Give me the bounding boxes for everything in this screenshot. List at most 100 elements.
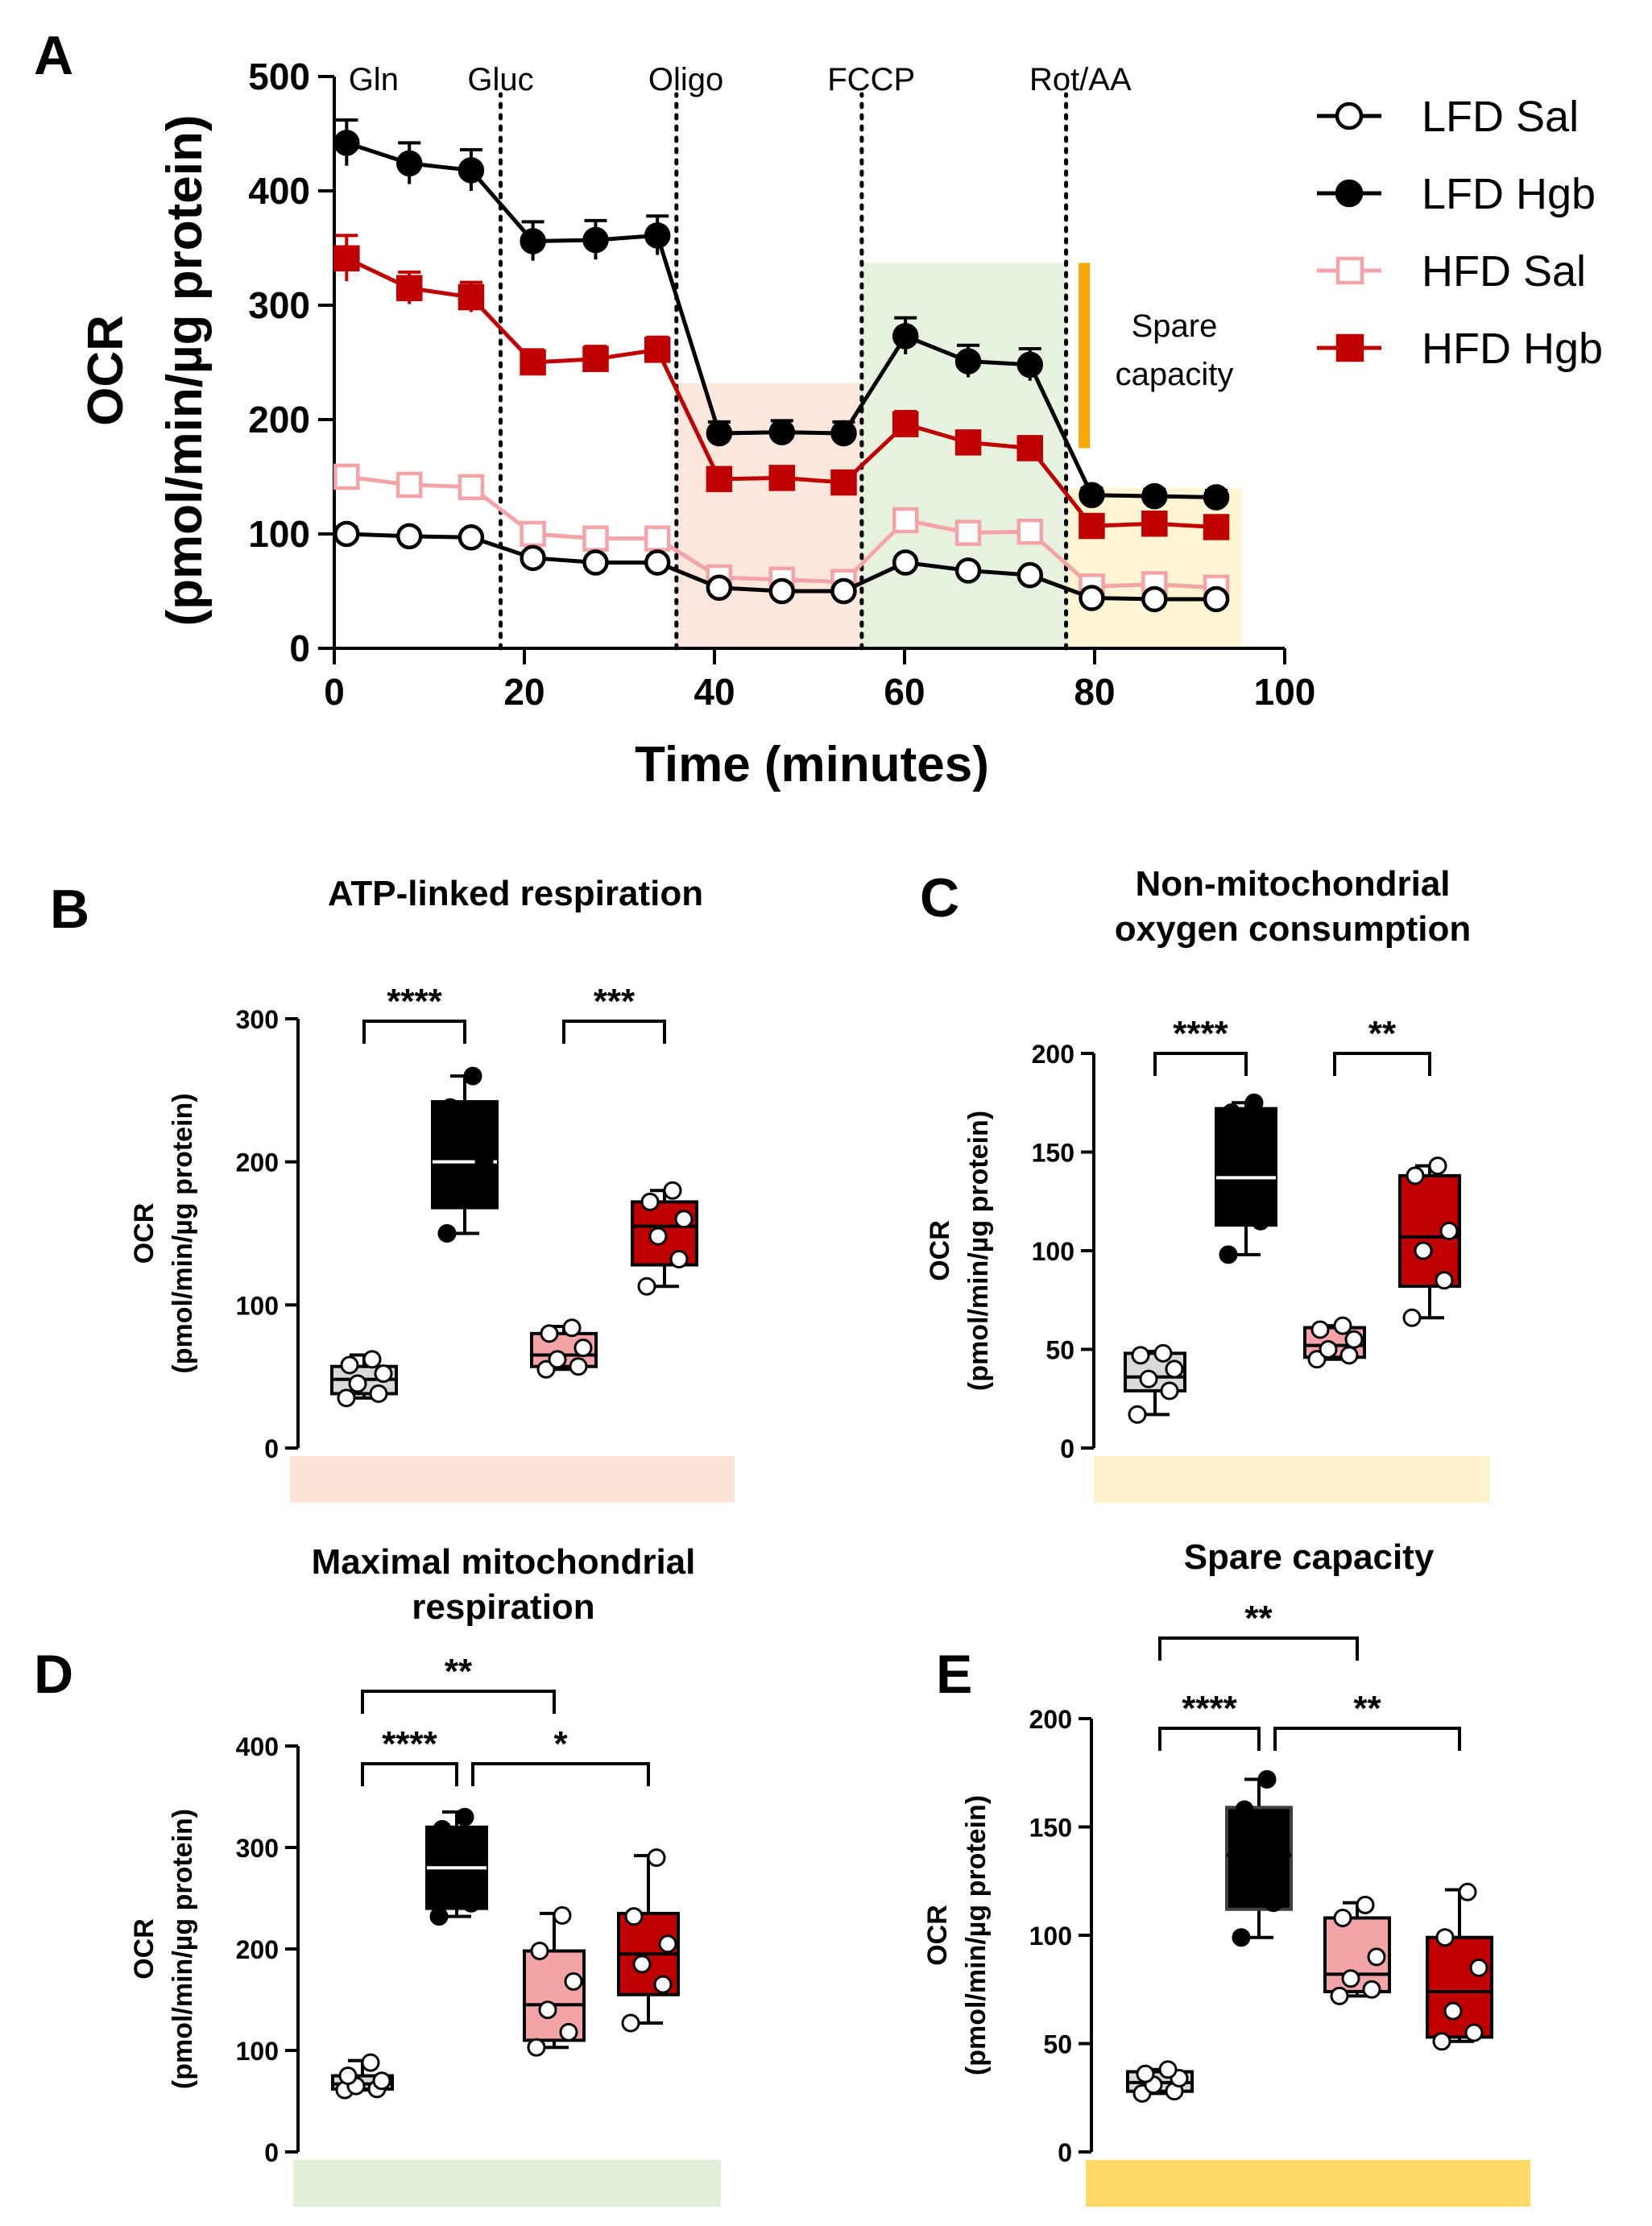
point-hfd-sal-11 (1016, 518, 1044, 545)
data-point-hfd-sal-4 (540, 1324, 559, 1343)
significance-label-2: ** (1244, 1599, 1273, 1638)
panel-e-y-tick-label-0: 0 (1058, 2138, 1072, 2167)
bracket-1 (1333, 1052, 1431, 1076)
y-tick-label-200: 200 (248, 399, 310, 441)
panel-e-y-axis-subtitle: (pmol/min/µg protein) (961, 1795, 992, 2075)
point-lfd-sal-7 (768, 577, 796, 605)
data-point-lfd-hgb-5 (1257, 1769, 1277, 1789)
data-point-hfd-hgb-3 (1469, 1958, 1488, 1977)
point-lfd-sal-14 (1203, 585, 1230, 613)
panel-e-box-hfd-sal (1323, 1895, 1391, 2005)
data-point-lfd-sal-5 (1153, 1343, 1173, 1363)
panel-a-axes: 0 20 40 60 80 100 0 100 200 300 400 500 (248, 56, 1315, 713)
point-lfd-sal-1 (395, 523, 423, 550)
data-point-hfd-hgb-3 (1439, 1222, 1459, 1240)
data-point-hfd-sal-0 (527, 2038, 546, 2057)
point-lfd-hgb-1 (395, 150, 423, 177)
bracket-1 (471, 1762, 650, 1786)
data-point-lfd-hgb-2 (1243, 1865, 1262, 1885)
data-point-lfd-hgb-0 (437, 1224, 457, 1243)
point-lfd-hgb-4 (582, 226, 609, 254)
data-point-hfd-hgb-5 (1458, 1882, 1477, 1901)
significance-label-1: * (553, 1724, 568, 1764)
bracket-2 (1158, 1636, 1359, 1661)
x-tick-label-40: 40 (694, 671, 735, 713)
point-hfd-hgb-10 (954, 429, 982, 456)
data-point-hfd-hgb-2 (1443, 2001, 1463, 2021)
panel-c-phase-strip (1094, 1456, 1490, 1503)
data-point-hfd-sal-2 (548, 1350, 567, 1369)
data-point-hfd-sal-3 (1344, 1330, 1364, 1349)
data-point-lfd-hgb-0 (1219, 1245, 1238, 1264)
panel-c-comparison-1: ** (1333, 1014, 1431, 1076)
point-lfd-sal-13 (1141, 585, 1168, 613)
point-hfd-sal-0 (333, 463, 360, 490)
point-hfd-sal-4 (582, 525, 609, 552)
point-hfd-hgb-6 (706, 465, 733, 493)
data-point-hfd-hgb-1 (1464, 2023, 1484, 2042)
panel-c-box-lfd-sal (1124, 1343, 1186, 1424)
point-lfd-hgb-9 (892, 323, 919, 350)
point-lfd-hgb-11 (1016, 351, 1044, 379)
series-lfd-sal (333, 520, 1230, 613)
panel-e-y-axis-title: OCR (922, 1905, 953, 1966)
panel-d-comparison-2: ** (361, 1652, 556, 1714)
data-point-lfd-sal-3 (372, 2071, 391, 2091)
data-point-lfd-hgb-1 (1251, 1211, 1270, 1231)
data-point-lfd-hgb-5 (463, 1066, 482, 1086)
legend-label-hfd-hgb: HFD Hgb (1422, 325, 1603, 373)
significance-label-1: *** (594, 982, 636, 1021)
panel-letter-a: A (34, 25, 73, 86)
data-point-lfd-hgb-5 (455, 1807, 474, 1827)
point-hfd-hgb-8 (830, 469, 857, 496)
significance-label-2: ** (445, 1652, 473, 1691)
data-point-lfd-sal-5 (1158, 2060, 1178, 2079)
data-point-hfd-sal-2 (1341, 1969, 1360, 1988)
point-lfd-hgb-5 (644, 222, 671, 249)
bracket-1 (562, 1020, 666, 1044)
legend-item-hfd-hgb: HFD Hgb (1317, 325, 1603, 373)
box-lfd-hgb (1225, 1806, 1293, 1911)
data-point-lfd-hgb-3 (1269, 1839, 1288, 1858)
point-lfd-hgb-14 (1203, 484, 1230, 511)
legend-label-hfd-sal: HFD Sal (1422, 247, 1586, 296)
data-point-lfd-sal-4 (338, 2067, 358, 2085)
point-lfd-sal-3 (520, 544, 546, 572)
data-point-lfd-hgb-3 (474, 1152, 494, 1172)
data-point-lfd-sal-4 (340, 1355, 359, 1375)
data-point-hfd-hgb-4 (624, 1907, 644, 1926)
point-lfd-hgb-0 (333, 130, 360, 156)
panel-b-box-lfd-sal (330, 1350, 398, 1408)
point-lfd-hgb-10 (954, 348, 982, 374)
panel-b-comparison-0: **** (362, 982, 466, 1044)
panel-a-y-axis-subtitle: (pmol/min/µg protein) (157, 115, 213, 627)
panel-c-y-tick-label-50: 50 (1045, 1336, 1074, 1365)
data-point-hfd-sal-0 (1330, 1986, 1349, 2005)
point-hfd-hgb-0 (333, 245, 360, 272)
injection-label-gln: Gln (349, 62, 399, 97)
panel-c-title: Non-mitochondrial (1135, 864, 1450, 904)
panel-d-phase-strip (293, 2160, 721, 2207)
panel-b-y-axis-subtitle: (pmol/min/µg protein) (168, 1093, 198, 1373)
point-lfd-hgb-12 (1079, 482, 1105, 508)
legend-marker-hfd-sal (1335, 256, 1364, 285)
point-lfd-sal-12 (1079, 585, 1105, 611)
bracket-1 (1273, 1727, 1461, 1751)
panel-d-y-tick-label-400: 400 (236, 1732, 279, 1761)
panel-e-comparison-0: **** (1158, 1689, 1261, 1751)
point-lfd-hgb-6 (706, 420, 733, 447)
injection-label-oligo: Oligo (648, 62, 723, 97)
bracket-0 (1153, 1052, 1248, 1076)
panel-c-y-tick-label-150: 150 (1032, 1139, 1074, 1168)
injection-label-rot-aa: Rot/AA (1029, 62, 1132, 97)
panel-c-y-tick-label-100: 100 (1032, 1237, 1074, 1266)
data-point-hfd-hgb-3 (674, 1210, 694, 1229)
panel-d-title-line2: respiration (412, 1587, 594, 1627)
point-hfd-hgb-13 (1141, 510, 1168, 537)
point-hfd-hgb-4 (582, 345, 609, 372)
data-point-hfd-hgb-2 (1414, 1241, 1433, 1260)
point-lfd-hgb-7 (768, 419, 796, 445)
panel-b-box-hfd-hgb (631, 1181, 698, 1296)
bracket-0 (1158, 1727, 1261, 1751)
data-point-lfd-sal-3 (1165, 1359, 1184, 1379)
